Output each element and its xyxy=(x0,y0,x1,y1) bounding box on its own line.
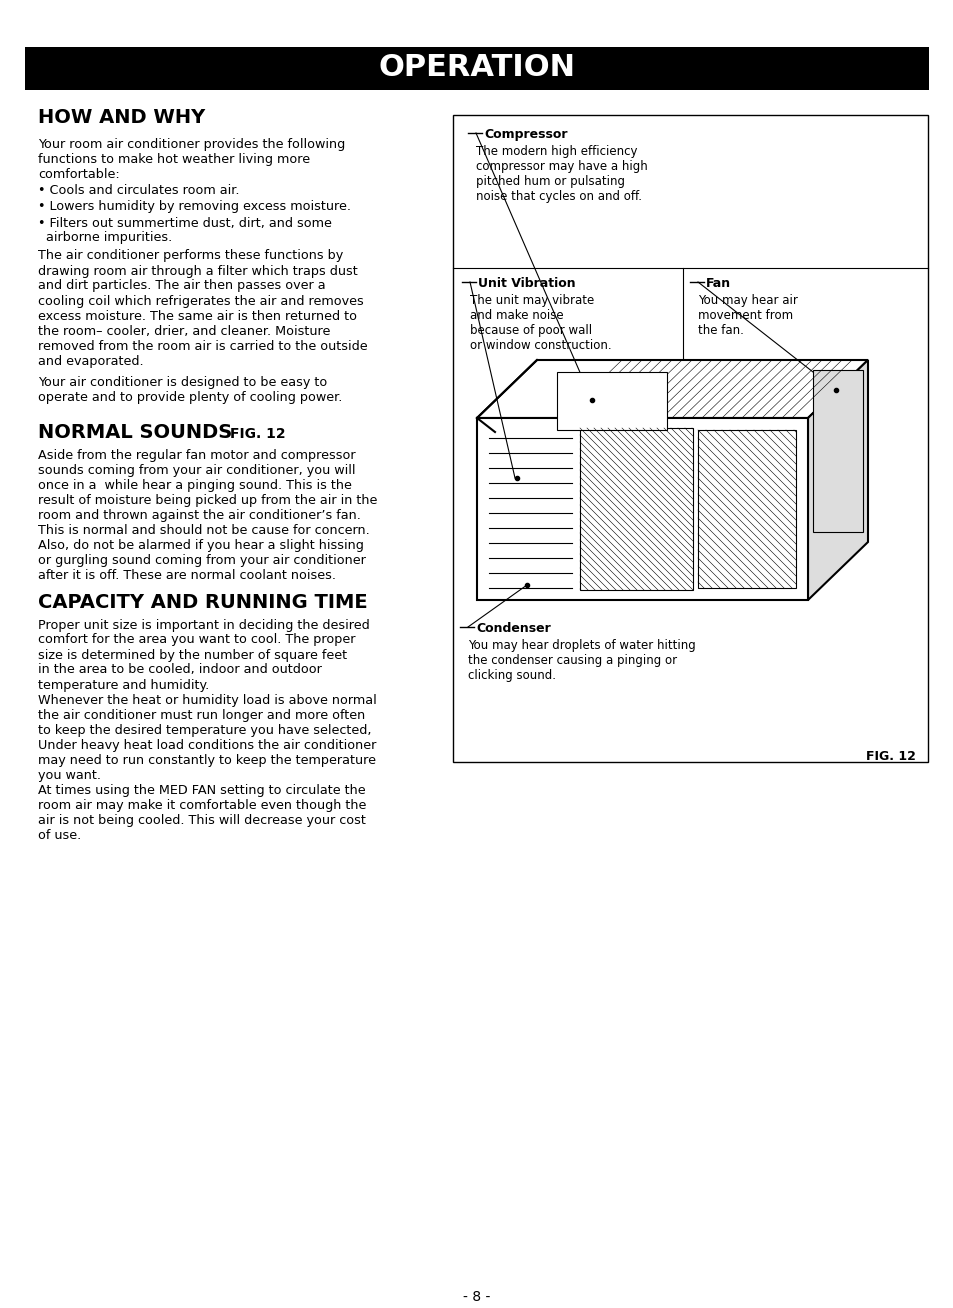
Text: NORMAL SOUNDS: NORMAL SOUNDS xyxy=(38,422,232,442)
Text: Compressor: Compressor xyxy=(483,128,567,141)
Text: - 8 -: - 8 - xyxy=(463,1290,490,1304)
Text: Whenever the heat or humidity load is above normal
the air conditioner must run : Whenever the heat or humidity load is ab… xyxy=(38,695,376,842)
Text: The air conditioner performs these functions by
drawing room air through a filte: The air conditioner performs these funct… xyxy=(38,250,367,368)
Text: Condenser: Condenser xyxy=(476,623,550,634)
Text: CAPACITY AND RUNNING TIME: CAPACITY AND RUNNING TIME xyxy=(38,593,367,612)
Text: Fan: Fan xyxy=(705,277,730,290)
Text: Proper unit size is important in deciding the desired
comfort for the area you w: Proper unit size is important in decidin… xyxy=(38,619,370,692)
Bar xyxy=(579,428,692,590)
Bar xyxy=(812,370,862,532)
Bar xyxy=(25,47,928,90)
Text: Unit Vibration: Unit Vibration xyxy=(477,277,575,290)
Text: • Filters out summertime dust, dirt, and some
  airborne impurities.: • Filters out summertime dust, dirt, and… xyxy=(38,217,332,245)
Text: The modern high efficiency
compressor may have a high
pitched hum or pulsating
n: The modern high efficiency compressor ma… xyxy=(476,145,647,203)
Text: You may hear droplets of water hitting
the condenser causing a pinging or
clicki: You may hear droplets of water hitting t… xyxy=(468,640,695,681)
Text: FIG. 12: FIG. 12 xyxy=(865,749,915,763)
Text: • Lowers humidity by removing excess moisture.: • Lowers humidity by removing excess moi… xyxy=(38,200,351,213)
Bar xyxy=(698,430,795,589)
Text: OPERATION: OPERATION xyxy=(378,54,575,82)
Text: FIG. 12: FIG. 12 xyxy=(230,426,285,441)
Text: • Cools and circulates room air.: • Cools and circulates room air. xyxy=(38,183,239,196)
Text: Your room air conditioner provides the following
functions to make hot weather l: Your room air conditioner provides the f… xyxy=(38,139,345,181)
Bar xyxy=(557,371,666,430)
Polygon shape xyxy=(476,360,867,419)
Text: You may hear air
movement from
the fan.: You may hear air movement from the fan. xyxy=(698,294,797,337)
Polygon shape xyxy=(476,419,807,600)
Bar xyxy=(453,115,927,763)
Polygon shape xyxy=(807,360,867,600)
Text: The unit may vibrate
and make noise
because of poor wall
or window construction.: The unit may vibrate and make noise beca… xyxy=(470,294,611,352)
Text: HOW AND WHY: HOW AND WHY xyxy=(38,109,205,127)
Text: Aside from the regular fan motor and compressor
sounds coming from your air cond: Aside from the regular fan motor and com… xyxy=(38,449,377,582)
Text: Your air conditioner is designed to be easy to
operate and to provide plenty of : Your air conditioner is designed to be e… xyxy=(38,375,342,404)
